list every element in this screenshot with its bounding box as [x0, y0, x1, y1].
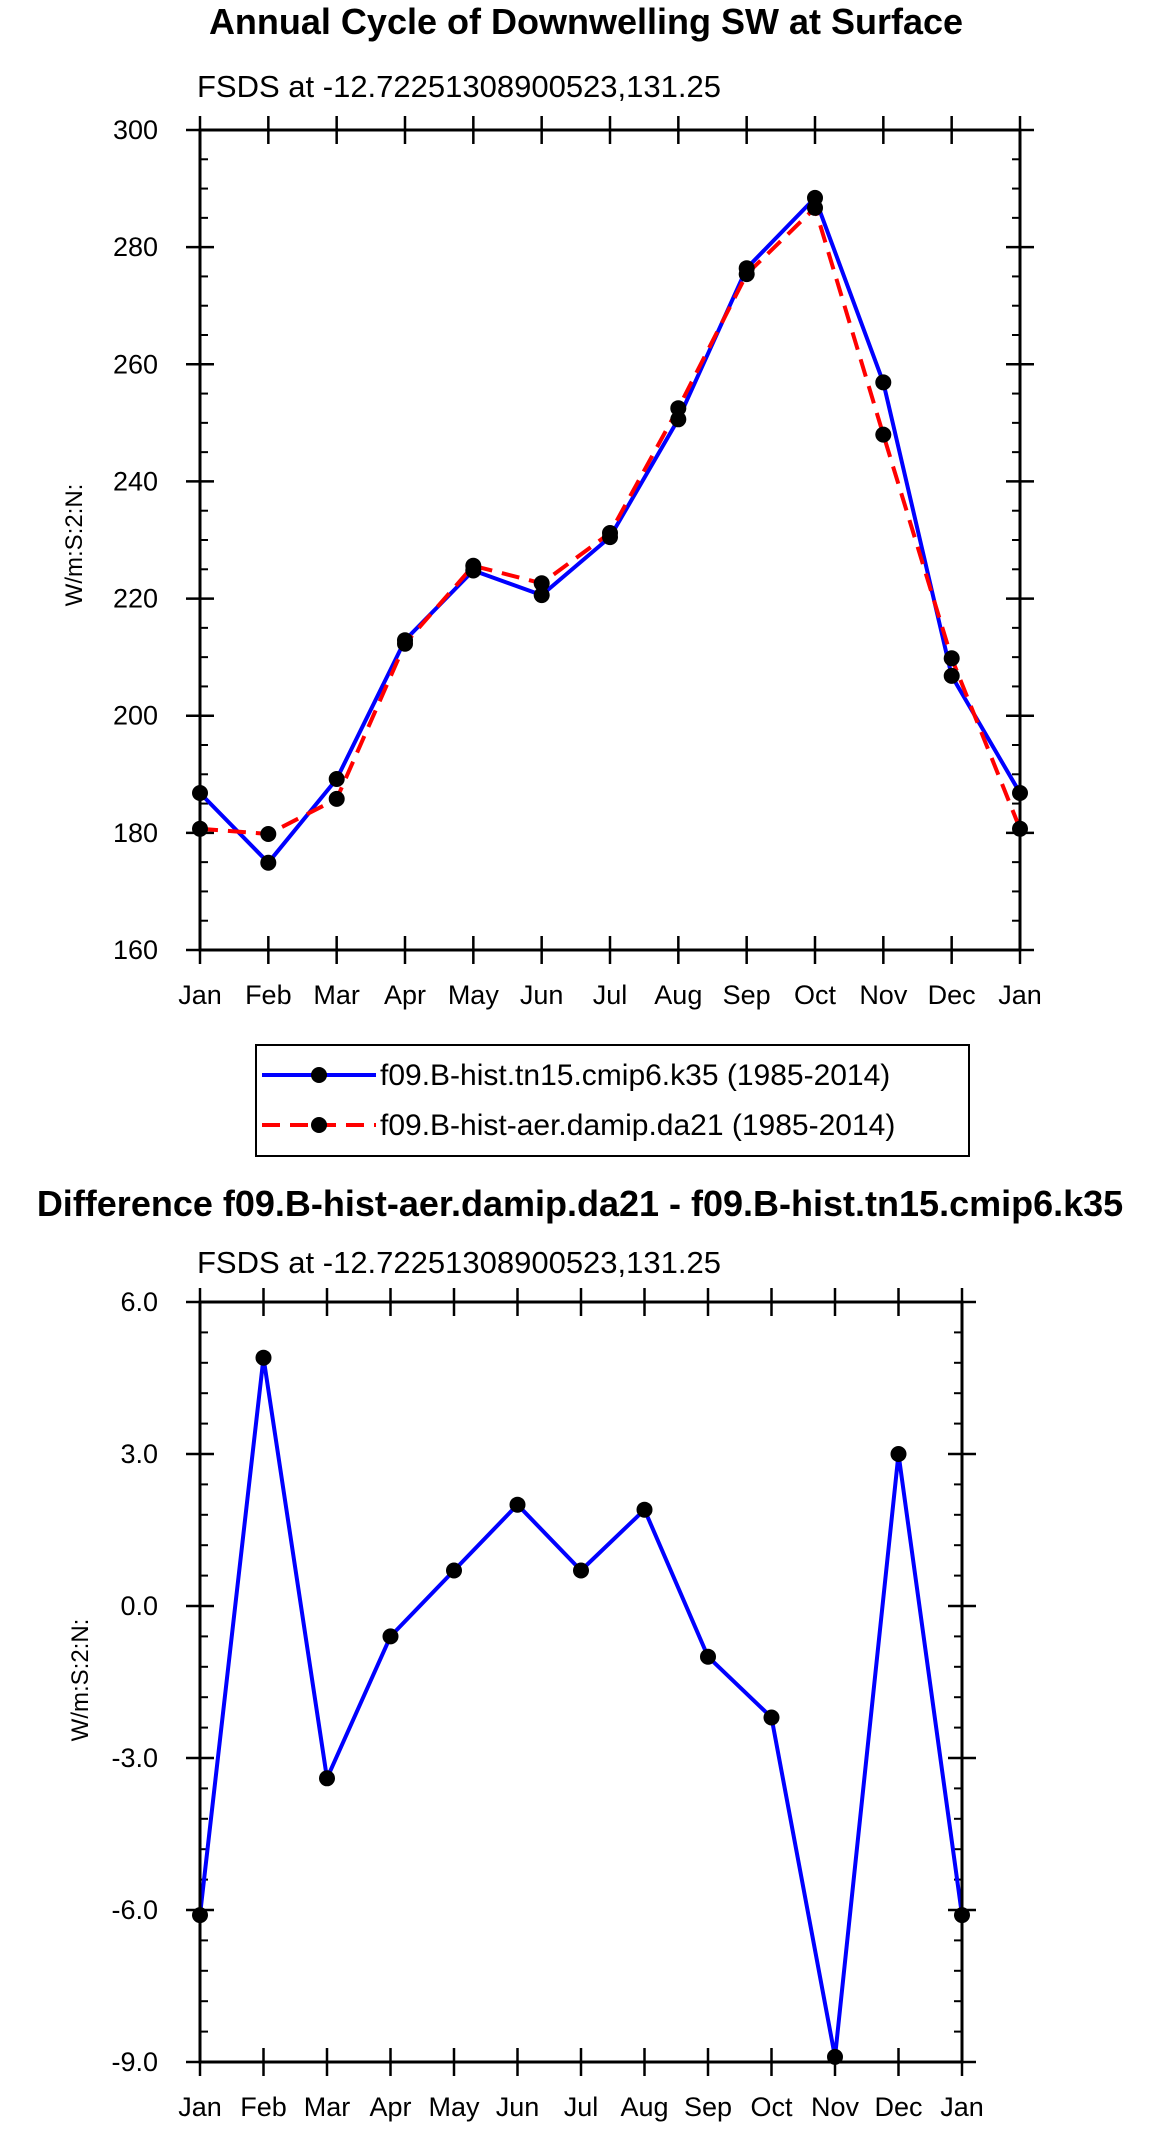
data-point-series-1	[328, 771, 345, 787]
x-tick-label: Jun	[496, 2092, 540, 2122]
data-point-series-1	[636, 1501, 653, 1518]
x-tick-label: Jul	[593, 980, 628, 1010]
x-tick-label: Feb	[245, 980, 292, 1010]
x-tick-label: Jan	[940, 2092, 984, 2122]
x-tick-label: Sep	[684, 2092, 732, 2122]
x-tick-label: Jan	[998, 980, 1042, 1010]
data-point-series-1	[943, 667, 960, 684]
y-tick-label: 220	[113, 584, 158, 614]
x-tick-label: Jul	[564, 2092, 599, 2122]
plot-frame	[198, 1300, 964, 2064]
x-tick-label: Oct	[794, 980, 837, 1010]
data-point-series-2	[328, 790, 345, 807]
legend-marker-series-b	[311, 1117, 327, 1133]
y-tick-labels: -9.0 -6.0 -3.0 0.0 3.0 6.0	[111, 1287, 158, 2077]
y-axis-label: W/m:S:2:N:	[61, 484, 88, 607]
x-tick-label: Aug	[654, 980, 702, 1010]
legend: f09.B-hist.tn15.cmip6.k35 (1985-2014) f0…	[255, 1044, 970, 1157]
x-tick-label: Jan	[178, 2092, 222, 2122]
series-group	[192, 1349, 970, 2065]
y-tick-label: 300	[113, 115, 158, 145]
data-point-series-2	[260, 826, 277, 842]
x-tick-label: Oct	[750, 2092, 793, 2122]
data-point-series-1	[763, 1709, 780, 1726]
y-tick-label: -6.0	[111, 1895, 158, 1925]
series-group	[192, 189, 1028, 871]
y-tick-label: -3.0	[111, 1743, 158, 1773]
legend-box	[255, 1044, 970, 1157]
data-point-series-2	[397, 635, 413, 652]
x-tick-label: Mar	[304, 2092, 351, 2122]
chart-difference: Difference f09.B-hist-aer.damip.da21 - f…	[37, 1183, 1123, 2122]
data-point-series-2	[670, 400, 687, 417]
chart-title: Annual Cycle of Downwelling SW at Surfac…	[209, 1, 963, 42]
y-tick-labels: 160 180 200 220 240 260 280 300	[113, 115, 158, 965]
data-point-series-1	[382, 1628, 399, 1645]
data-point-series-2	[738, 266, 755, 283]
chart-subtitle: FSDS at -12.72251308900523,131.25	[197, 1245, 721, 1280]
x-tick-label: Dec	[928, 980, 976, 1010]
data-point-series-2	[533, 575, 550, 592]
x-tick-label: Aug	[620, 2092, 668, 2122]
plot-frame	[198, 128, 1022, 952]
data-point-series-2	[465, 557, 482, 574]
data-point-series-1	[670, 411, 687, 428]
x-tick-labels: Jan Feb Mar Apr May Jun Jul Aug Sep Oct Nov Dec Jan	[178, 980, 1042, 1010]
data-point-series-1	[446, 1562, 462, 1579]
x-tick-label: May	[428, 2092, 480, 2122]
data-point-series-1	[700, 1648, 716, 1665]
x-tick-label: Jan	[178, 980, 222, 1010]
y-axis-label: W/m:S:2:N:	[67, 1619, 94, 1742]
data-point-series-1	[890, 1446, 907, 1462]
x-tick-label: Mar	[313, 980, 360, 1010]
x-tick-label: Feb	[240, 2092, 287, 2122]
y-tick-label: 6.0	[120, 1287, 158, 1317]
y-tick-label: 3.0	[120, 1439, 158, 1469]
x-tick-label: May	[448, 980, 500, 1010]
chart-title: Difference f09.B-hist-aer.damip.da21 - f…	[37, 1183, 1123, 1224]
chart-annual-cycle: Annual Cycle of Downwelling SW at Surfac…	[61, 1, 1042, 1010]
y-tick-label: 200	[113, 701, 158, 731]
legend-marker-series-a	[311, 1067, 327, 1083]
y-tick-label: 240	[113, 466, 158, 496]
y-tick-label: 160	[113, 935, 158, 965]
legend-label-series-a: f09.B-hist.tn15.cmip6.k35 (1985-2014)	[380, 1059, 890, 1092]
x-tick-label: Jun	[520, 980, 564, 1010]
data-point-series-1	[533, 587, 550, 604]
data-point-series-1	[255, 1349, 272, 1366]
legend-label-series-b: f09.B-hist-aer.damip.da21 (1985-2014)	[380, 1109, 895, 1142]
data-point-series-1	[875, 374, 892, 391]
data-point-series-1	[509, 1496, 526, 1513]
x-tick-label: Apr	[384, 980, 426, 1010]
data-point-series-1	[260, 854, 277, 871]
x-tick-labels: Jan Feb Mar Apr May Jun Jul Aug Sep Oct Nov Dec Jan	[178, 2092, 984, 2122]
x-tick-label: Apr	[369, 2092, 411, 2122]
y-tick-label: 280	[113, 232, 158, 262]
data-point-series-1	[573, 1562, 589, 1579]
x-tick-label: Nov	[859, 980, 908, 1010]
y-tick-label: 0.0	[120, 1591, 158, 1621]
chart-subtitle: FSDS at -12.72251308900523,131.25	[197, 69, 721, 104]
data-point-series-2	[807, 199, 823, 216]
data-point-series-2	[943, 650, 960, 667]
data-point-series-2	[875, 426, 892, 443]
y-tick-label: 180	[113, 818, 158, 848]
x-tick-label: Sep	[723, 980, 771, 1010]
y-tick-label: 260	[113, 349, 158, 379]
x-tick-label: Nov	[811, 2092, 860, 2122]
data-point-series-1	[319, 1770, 335, 1787]
y-tick-label: -9.0	[111, 2047, 158, 2077]
data-point-series-2	[602, 525, 618, 541]
x-tick-label: Dec	[874, 2092, 922, 2122]
